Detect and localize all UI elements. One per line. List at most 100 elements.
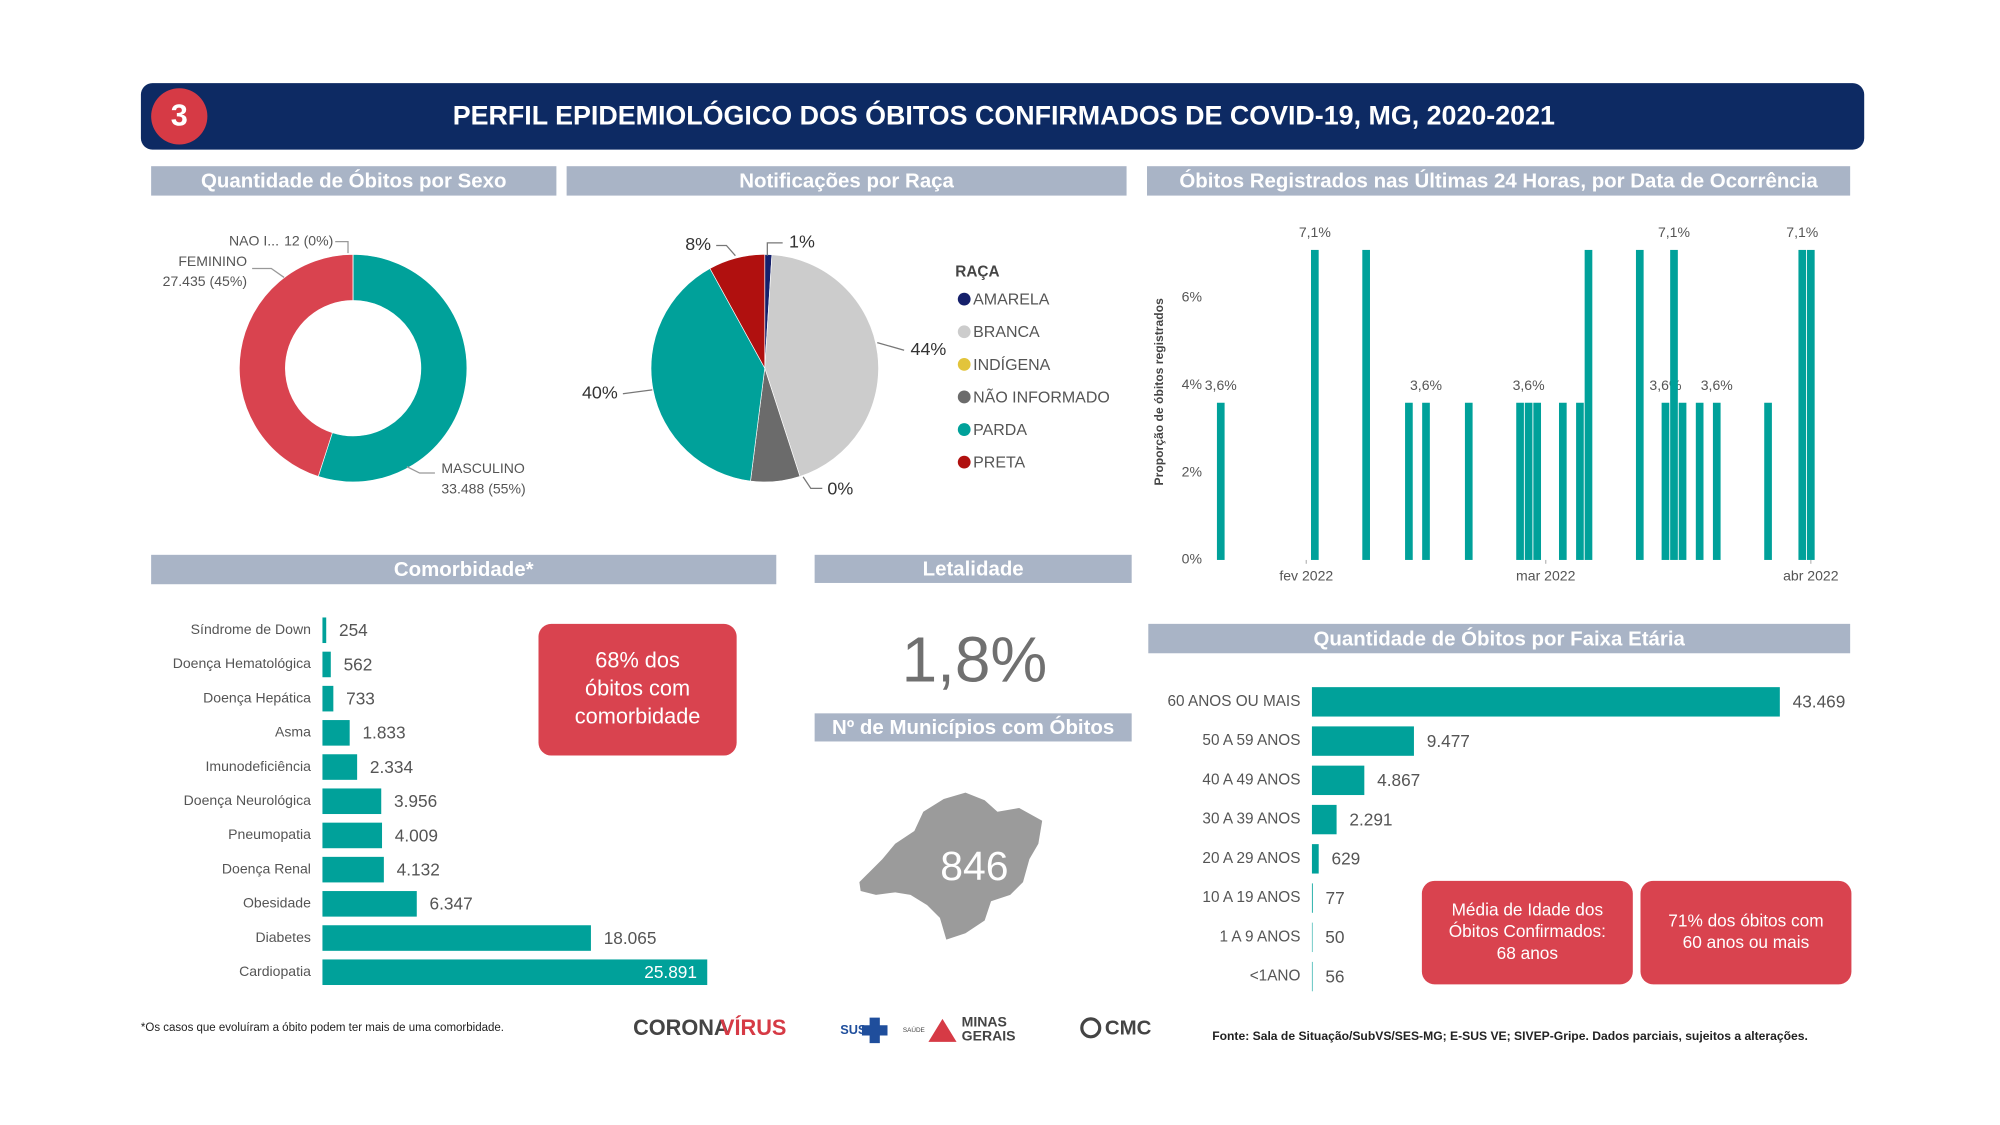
bar	[322, 617, 327, 644]
bar-label: 50	[1325, 927, 1344, 947]
bar	[322, 685, 334, 712]
bar-label: 7,1%	[1786, 224, 1818, 240]
bar	[1670, 249, 1678, 560]
donut-segment	[239, 254, 354, 477]
bar	[1635, 249, 1644, 560]
category-label: Doença Hematológica	[173, 655, 311, 671]
bar	[322, 925, 591, 951]
bar	[322, 720, 350, 746]
legend-label: AMARELA	[973, 292, 1050, 309]
header-title: PERFIL EPIDEMIOLÓGICO DOS ÓBITOS CONFIRM…	[453, 100, 1555, 131]
bar	[1695, 402, 1704, 560]
logo-text: CMC	[1105, 1017, 1152, 1040]
badge	[151, 88, 208, 145]
slice-label: 8%	[685, 234, 711, 254]
legend-swatch	[957, 455, 971, 469]
bar-label: 3,6%	[1513, 377, 1545, 393]
annotation-text: Óbitos Confirmados:	[1449, 921, 1606, 941]
bar	[1405, 402, 1413, 560]
slice-label: 44%	[911, 339, 947, 359]
bar-label: 9.477	[1427, 731, 1470, 751]
donut-segment	[317, 254, 468, 483]
bar	[1576, 402, 1584, 560]
x-tick-label: abr 2022	[1783, 567, 1839, 583]
legend-swatch	[957, 390, 971, 404]
segment-value: 33.488 (55%)	[441, 480, 525, 496]
bar-label: 7,1%	[1658, 224, 1690, 240]
bar	[1311, 804, 1337, 835]
leader-line	[622, 389, 653, 395]
category-label: Síndrome de Down	[191, 621, 311, 637]
section-header	[151, 554, 777, 585]
bar	[1558, 402, 1567, 560]
bar	[1806, 249, 1815, 560]
section-header	[1147, 166, 1851, 196]
logo-cross	[861, 1017, 888, 1044]
slice-label: 40%	[582, 382, 618, 402]
bar-label: 25.891	[644, 962, 697, 982]
footnote: *Os casos que evoluíram a óbito podem te…	[141, 1022, 504, 1034]
annotation-text: Média de Idade dos	[1452, 899, 1604, 919]
bar-label: 3,6%	[1205, 377, 1237, 393]
legend-swatch	[957, 357, 971, 371]
y-tick-label: 0%	[1182, 551, 1202, 567]
bar	[322, 891, 417, 917]
bar-label: 77	[1326, 888, 1345, 908]
bar	[1533, 402, 1542, 560]
slice-label: 0%	[827, 478, 853, 498]
bar	[1310, 249, 1319, 560]
section-title: Comorbidade*	[394, 558, 534, 581]
logo-text: SUS	[840, 1022, 867, 1037]
category-label: <1ANO	[1250, 968, 1301, 985]
annotation-text: comorbidade	[575, 704, 701, 729]
bar	[1524, 402, 1533, 560]
bar-label: 3,6%	[1410, 377, 1442, 393]
bar-label: 56	[1325, 966, 1344, 986]
category-label: Diabetes	[255, 929, 310, 945]
bar	[1311, 961, 1313, 992]
category-label: 30 A 39 ANOS	[1202, 811, 1300, 828]
logo-triangle	[928, 1018, 957, 1042]
bar	[322, 856, 384, 883]
bar	[322, 959, 708, 986]
annotation-box	[1421, 880, 1633, 985]
bar	[322, 788, 382, 815]
bar	[322, 754, 358, 780]
kpi-value: 1,8%	[902, 624, 1048, 696]
section-title: Quantidade de Óbitos por Sexo	[201, 169, 506, 193]
legend-label: BRANCA	[973, 324, 1040, 341]
category-label: 10 A 19 ANOS	[1202, 889, 1300, 906]
category-label: Asma	[275, 724, 311, 740]
y-tick-label: 6%	[1182, 289, 1202, 305]
bar	[1584, 249, 1593, 560]
category-label: 1 A 9 ANOS	[1219, 928, 1300, 945]
state-map	[859, 792, 1043, 940]
bar	[1422, 402, 1430, 560]
x-tick-label: fev 2022	[1279, 567, 1333, 583]
annotation-text: 60 anos ou mais	[1683, 932, 1810, 952]
y-axis-label: Proporção de óbitos registrados	[1152, 298, 1166, 486]
section-title: Óbitos Registrados nas Últimas 24 Horas,…	[1179, 169, 1818, 193]
category-label: Pneumopatia	[228, 826, 311, 842]
category-label: 20 A 29 ANOS	[1202, 850, 1300, 867]
leader-line	[335, 240, 349, 254]
bar	[1678, 402, 1687, 560]
logo-text: GERAIS	[962, 1028, 1016, 1044]
badge-number: 3	[171, 98, 188, 133]
section-title: Quantidade de Óbitos por Faixa Etária	[1314, 626, 1686, 650]
leader-line	[766, 242, 783, 256]
bar	[1464, 402, 1473, 560]
bar-label: 4.009	[395, 825, 438, 845]
annotation-text: 71% dos óbitos com	[1668, 910, 1823, 930]
logo-text: MINAS	[962, 1013, 1007, 1029]
slice-label: 1%	[789, 232, 815, 252]
bar-label: 2.334	[370, 757, 414, 777]
annotation-box	[538, 623, 737, 756]
pie-slice	[764, 254, 879, 477]
category-label: Imunodeficiência	[206, 758, 312, 774]
section-title: Notificações por Raça	[739, 170, 954, 193]
bar	[1311, 883, 1313, 913]
bar-label: 3.956	[394, 791, 437, 811]
